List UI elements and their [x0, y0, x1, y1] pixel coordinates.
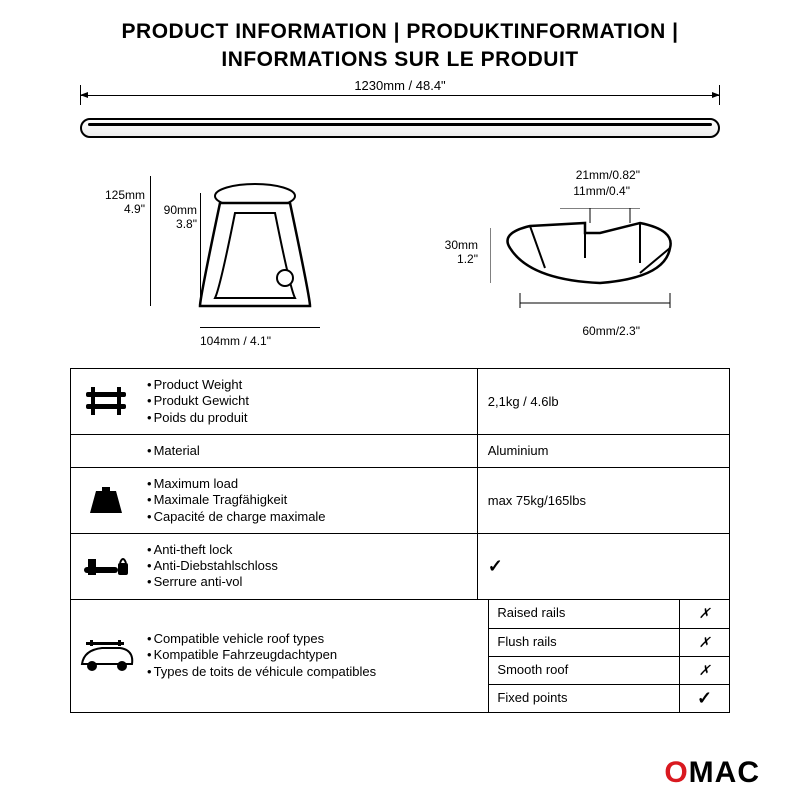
- lock-check: ✓: [488, 556, 503, 577]
- foot-drawing: 125mm 4.9" 90mm 3.8" 104mm / 4.1": [100, 168, 370, 348]
- crosssection-icon: [490, 208, 690, 318]
- bar-side-view: [80, 118, 720, 138]
- row-compat: Compatible vehicle roof types Kompatible…: [71, 599, 729, 712]
- material-value: Aluminium: [477, 435, 729, 467]
- spec-table: Product Weight Produkt Gewicht Poids du …: [70, 368, 730, 713]
- maxload-icon: [71, 468, 141, 533]
- car-icon: [71, 600, 141, 712]
- row-weight: Product Weight Produkt Gewicht Poids du …: [71, 369, 729, 434]
- row-lock: Anti-theft lock Anti-Diebstahlschloss Se…: [71, 533, 729, 599]
- lock-icon: [71, 534, 141, 599]
- weight-value: 2,1kg / 4.6lb: [477, 369, 729, 434]
- maxload-value: max 75kg/165lbs: [477, 468, 729, 533]
- crosssection-drawing: 21mm/0.82" 11mm/0.4" 30mm1.2" 60mm/2.3": [440, 168, 720, 348]
- row-material: Material Aluminium: [71, 434, 729, 467]
- foot-icon: [190, 178, 330, 318]
- technical-drawing: 1230mm / 48.4" 125mm 4.9" 90mm 3.8" 104m…: [70, 78, 730, 358]
- title-line-1: PRODUCT INFORMATION | PRODUKTINFORMATION…: [0, 0, 800, 48]
- row-maxload: Maximum load Maximale Tragfähigkeit Capa…: [71, 467, 729, 533]
- weight-icon: [71, 369, 141, 434]
- title-line-2: INFORMATIONS SUR LE PRODUIT: [0, 48, 800, 78]
- dim-bar-length: 1230mm / 48.4": [80, 78, 720, 93]
- brand-logo: OMAC: [664, 756, 760, 790]
